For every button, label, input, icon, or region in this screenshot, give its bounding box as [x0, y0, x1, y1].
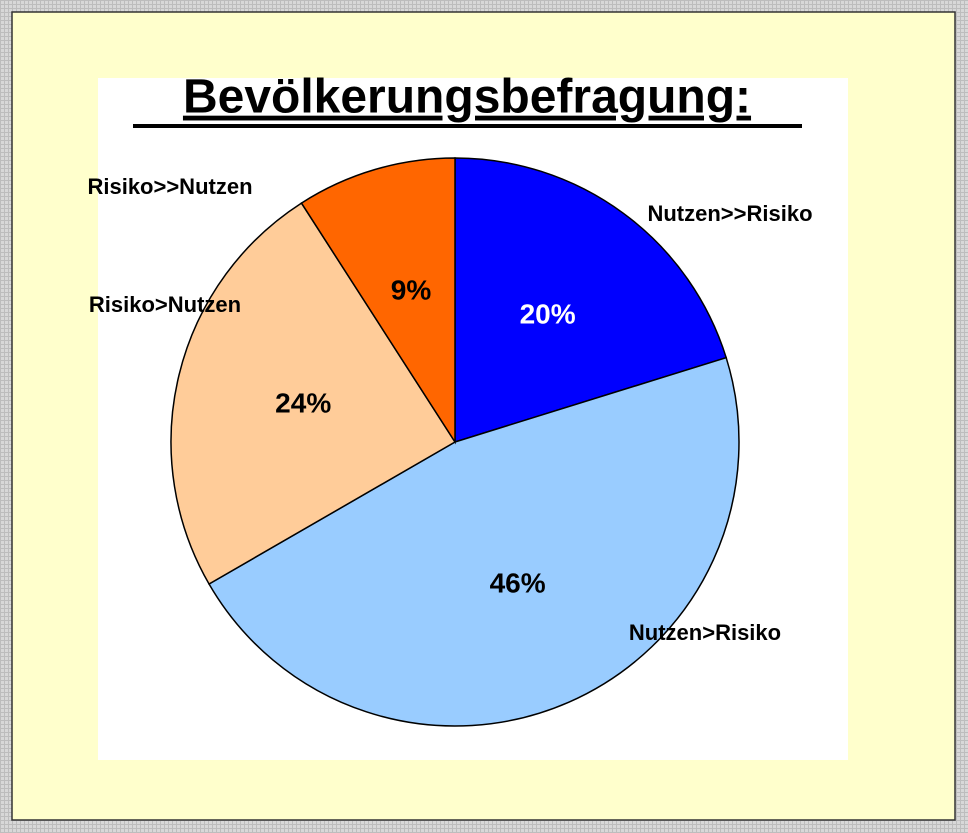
data-label: 20% — [520, 299, 576, 330]
pie-slice — [170, 202, 457, 586]
data-label: 46% — [490, 567, 546, 598]
data-label: 9% — [391, 275, 432, 306]
pie-slice — [208, 356, 740, 727]
pie-slice — [454, 157, 728, 444]
category-label: Risiko>>Nutzen — [87, 174, 252, 199]
category-label: Risiko>Nutzen — [89, 292, 241, 317]
category-label: Nutzen>Risiko — [629, 620, 781, 645]
data-label: 24% — [275, 388, 331, 419]
pie-slice — [300, 157, 456, 445]
category-label: Nutzen>>Risiko — [647, 201, 812, 226]
chart-title: Bevölkerungsbefragung: — [183, 71, 751, 124]
